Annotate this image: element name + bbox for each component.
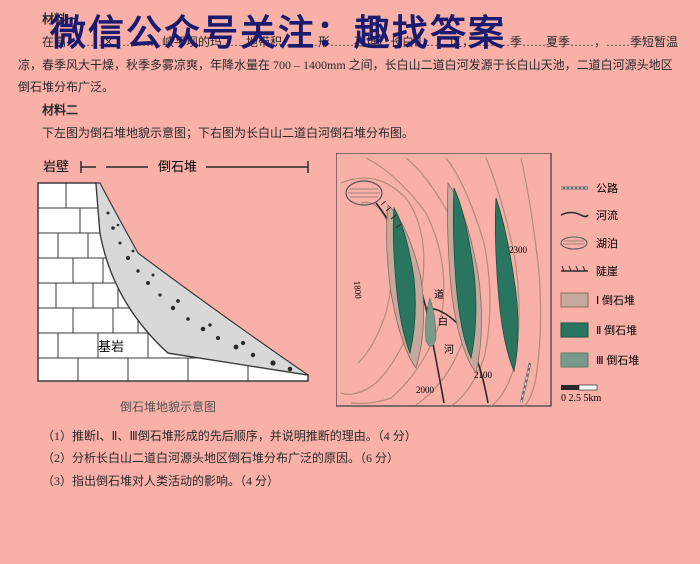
contour-label-2300a: 2300 — [509, 245, 528, 255]
road — [521, 363, 530, 403]
contour-label-2100: 2100 — [474, 370, 493, 380]
tianchi-lake — [346, 181, 382, 205]
legend-road-label: 公路 — [596, 182, 618, 195]
question-2: （2）分析长白山二道白河源头地区倒石堆分布广泛的原因。（6 分） — [18, 447, 682, 470]
legend-lake: 湖泊 — [561, 237, 618, 250]
legend-cliff-label: 陡崖 — [596, 265, 618, 278]
river-label-dao: 道 — [434, 288, 444, 301]
label-jiyan: 基岩 — [98, 339, 124, 354]
legend-debris1: Ⅰ 倒石堆 — [561, 293, 635, 307]
label-daoshidui: 倒石堆 — [158, 159, 197, 174]
legend: 公路 河流 湖泊 — [561, 182, 639, 404]
legend-debris3: Ⅲ 倒石堆 — [561, 353, 639, 367]
label-yabi: 岩壁 — [43, 159, 69, 174]
legend-debris2: Ⅱ 倒石堆 — [561, 323, 637, 337]
material2-intro: 下左图为倒石堆地貌示意图；下右图为长白山二道白河倒石堆分布图。 — [18, 122, 682, 145]
contour-label-2000: 2000 — [416, 385, 435, 395]
question-3: （3）指出倒石堆对人类活动的影响。（4 分） — [18, 470, 682, 493]
debris-distribution-map: 道 白 河 1800 2300 2100 2000 — [336, 153, 646, 408]
wechat-overlay-text: 微信公众号关注：趣找答案 — [50, 4, 506, 56]
debris-2-polygons — [393, 188, 518, 371]
legend-lake-label: 湖泊 — [596, 237, 618, 250]
legend-d3-label: Ⅲ 倒石堆 — [596, 354, 639, 367]
legend-road: 公路 — [561, 182, 618, 195]
question-1: （1）推断Ⅰ、Ⅱ、Ⅲ倒石堆形成的先后顺序，并说明推断的理由。（4 分） — [18, 425, 682, 448]
debris-talus-diagram: 岩壁 倒石堆 — [18, 153, 318, 393]
river-label-he: 河 — [444, 344, 454, 356]
scalebar: 0 2.5 5km — [561, 385, 602, 404]
scalebar-label: 0 2.5 5km — [561, 393, 602, 404]
legend-river-label: 河流 — [596, 208, 618, 222]
left-figure: 岩壁 倒石堆 — [18, 153, 318, 419]
river-label-bai: 白 — [438, 315, 448, 328]
legend-d1-label: Ⅰ 倒石堆 — [596, 294, 635, 307]
legend-river: 河流 — [561, 208, 618, 222]
material2-heading: 材料二 — [18, 99, 682, 122]
page-content: 材料一 在高………区…………峡平坝的玛……地带积………形……石堆。长白山……区，… — [0, 0, 700, 501]
figure-row: 岩壁 倒石堆 — [18, 153, 682, 419]
legend-d2-label: Ⅱ 倒石堆 — [596, 324, 637, 337]
legend-cliff: 陡崖 — [561, 265, 618, 278]
left-figure-caption: 倒石堆地貌示意图 — [18, 396, 318, 419]
right-figure: 道 白 河 1800 2300 2100 2000 — [336, 153, 646, 408]
contour-label-1800: 1800 — [352, 280, 364, 299]
debris-3-polygons — [426, 298, 437, 346]
